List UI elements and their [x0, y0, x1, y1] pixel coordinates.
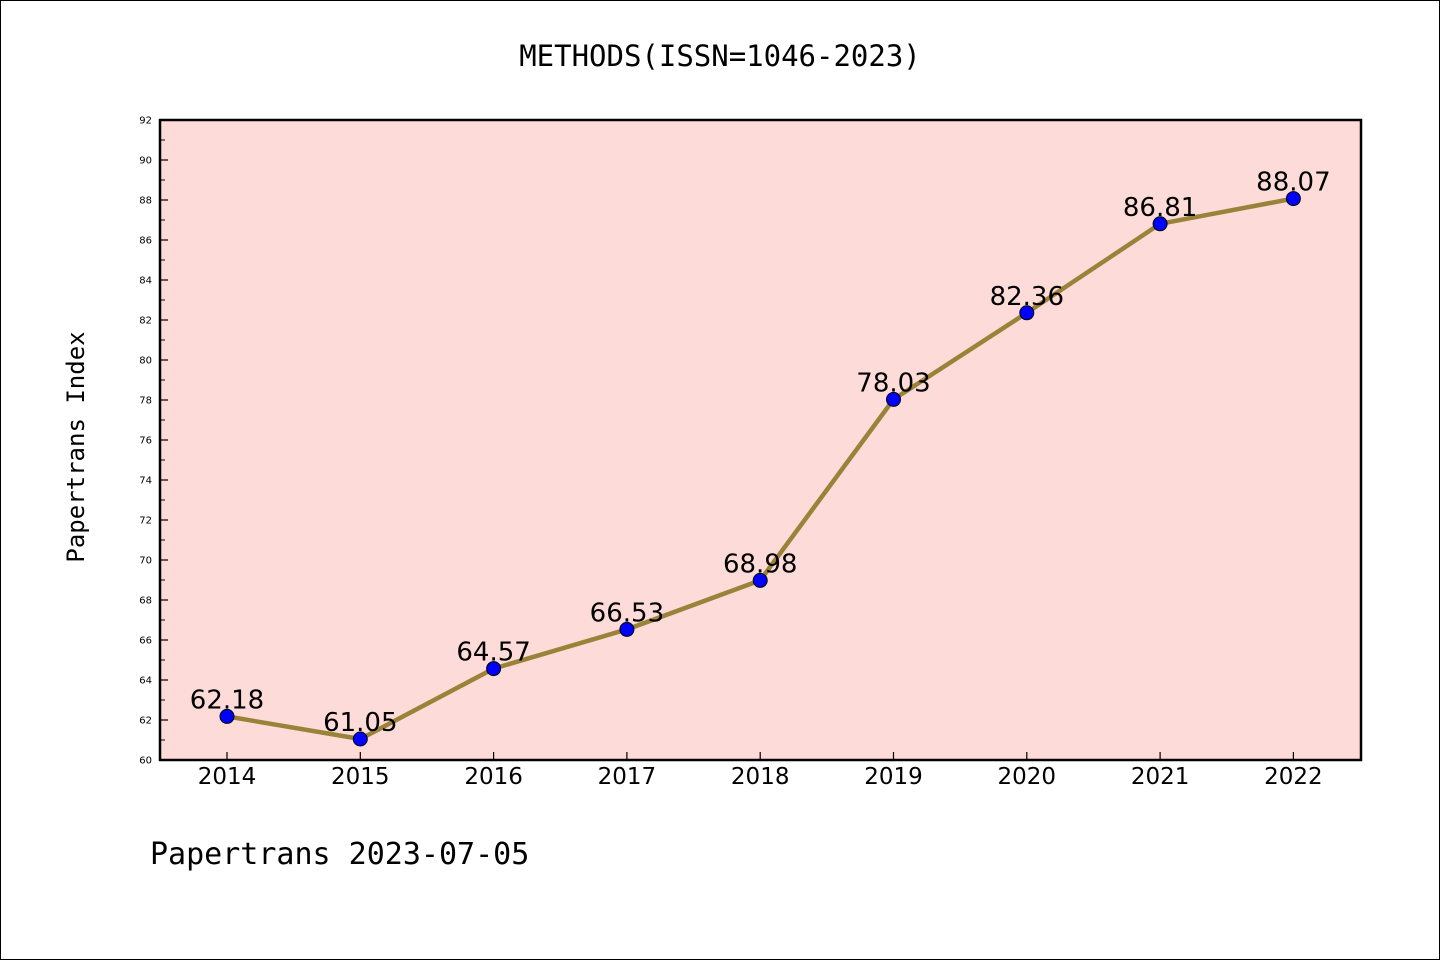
data-label-2018: 68.98 — [723, 549, 797, 579]
x-tick-label: 2021 — [1131, 764, 1190, 790]
y-tick-label: 86 — [139, 236, 152, 247]
data-point-2022 — [1285, 191, 1301, 207]
y-tick-label: 72 — [139, 516, 152, 527]
data-point-2015 — [352, 731, 368, 747]
y-tick-label: 62 — [139, 716, 152, 727]
data-point-2019 — [886, 391, 901, 407]
y-tick-label: 90 — [139, 156, 152, 167]
data-label-2015: 61.05 — [323, 708, 397, 738]
x-tick-label: 2018 — [731, 764, 790, 790]
data-labels: 62.18 61.05 64.57 66.53 68.98 78.03 82.36 86.81… — [190, 168, 1331, 738]
data-label-2019: 78.03 — [856, 368, 930, 398]
y-tick-label: 60 — [139, 756, 152, 767]
data-point-2018 — [752, 572, 768, 588]
y-tick-label: 80 — [139, 356, 152, 367]
data-point-2017 — [619, 621, 635, 637]
x-tick-label: 2017 — [598, 764, 657, 790]
data-label-2022: 88.07 — [1256, 168, 1330, 198]
x-tick-label: 2014 — [198, 764, 257, 790]
data-point-2020 — [1019, 305, 1035, 321]
y-tick-label: 74 — [139, 476, 152, 487]
y-tick-label: 78 — [139, 396, 152, 407]
plot-border — [158, 118, 1363, 762]
data-points — [219, 191, 1301, 747]
data-point-2014 — [219, 708, 235, 724]
y-tick-label: 66 — [139, 636, 152, 647]
chart-title: METHODS(ISSN=1046-2023) — [519, 39, 921, 73]
y-tick-label: 64 — [139, 676, 152, 687]
data-point-2021 — [1152, 216, 1168, 232]
data-point-2016 — [486, 661, 502, 677]
y-axis-label: Papertrans Index — [62, 331, 90, 562]
x-tick-label: 2015 — [331, 764, 390, 790]
y-tick-label: 76 — [139, 436, 152, 447]
y-tick-label: 88 — [139, 196, 152, 207]
data-label-2021: 86.81 — [1123, 193, 1197, 223]
y-tick-label: 82 — [139, 316, 152, 327]
y-tick-label: 70 — [139, 556, 152, 567]
x-tick-label: 2020 — [998, 764, 1057, 790]
data-label-2016: 64.57 — [456, 638, 530, 668]
x-tick-label: 2022 — [1264, 764, 1323, 790]
footer-caption: Papertrans 2023-07-05 — [150, 837, 529, 872]
y-tick-label: 68 — [139, 596, 152, 607]
data-label-2017: 66.53 — [590, 598, 664, 628]
y-tick-label: 92 — [139, 116, 152, 127]
x-tick-label: 2019 — [864, 764, 923, 790]
x-tick-label: 2016 — [464, 764, 523, 790]
data-label-2014: 62.18 — [190, 685, 264, 715]
data-label-2020: 82.36 — [990, 282, 1064, 312]
y-tick-label: 84 — [139, 276, 152, 287]
x-axis: 2014 2015 2016 2017 2018 2019 2020 2021 2022 — [198, 752, 1323, 790]
